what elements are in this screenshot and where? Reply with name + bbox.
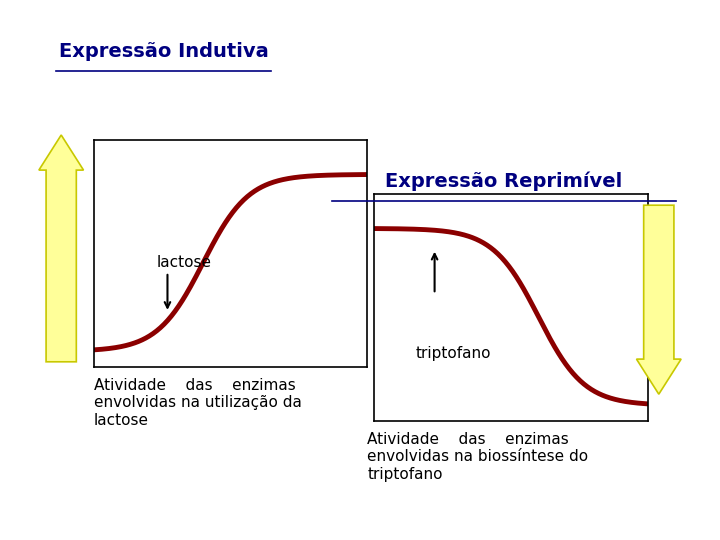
Text: Atividade    das    enzimas
envolvidas na utilização da
lactose: Atividade das enzimas envolvidas na util…	[94, 378, 302, 428]
Text: Expressão Reprimível: Expressão Reprimível	[385, 172, 623, 191]
Text: lactose: lactose	[156, 255, 212, 271]
Text: Expressão Indutiva: Expressão Indutiva	[59, 42, 269, 62]
Text: Atividade    das    enzimas
envolvidas na biossíntese do
triptofano: Atividade das enzimas envolvidas na bios…	[367, 432, 588, 482]
Text: triptofano: triptofano	[415, 346, 491, 361]
